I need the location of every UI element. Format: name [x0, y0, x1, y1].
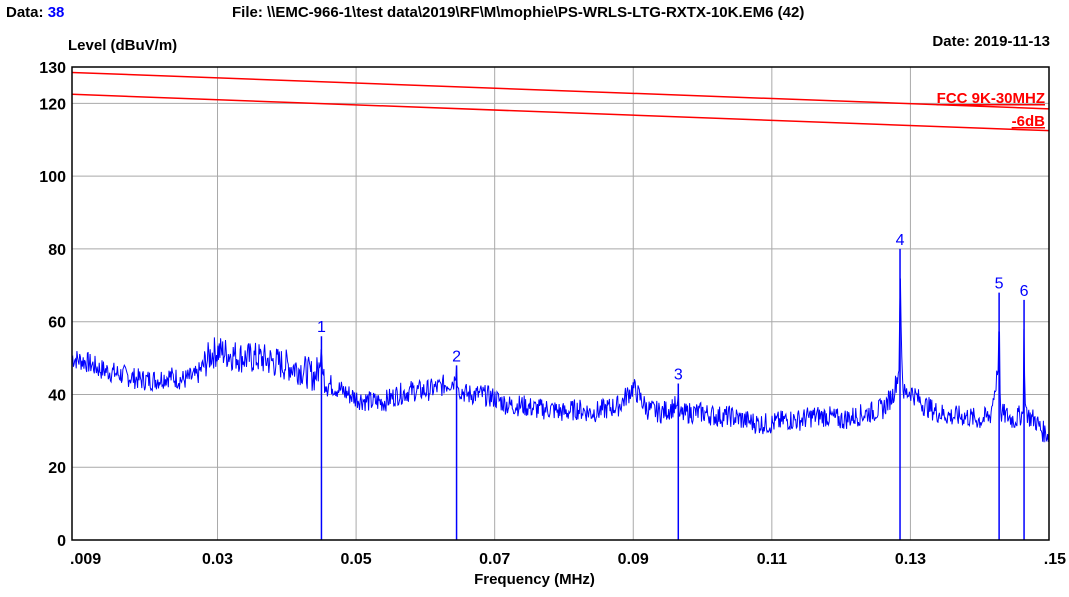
- marker-label: 5: [995, 276, 1004, 293]
- x-tick-label: 0.05: [341, 551, 372, 568]
- marker-label: 4: [896, 232, 905, 249]
- limit-label: FCC 9K-30MHZ: [937, 90, 1045, 107]
- y-axis-label: Level (dBuV/m): [68, 37, 178, 54]
- y-tick-label: 0: [57, 533, 66, 550]
- x-tick-label: 0.07: [479, 551, 510, 568]
- limit-label: -6dB: [1012, 113, 1046, 130]
- marker-label: 1: [317, 319, 326, 336]
- date-label: Date: 2019-11-13: [932, 33, 1050, 50]
- measurement-trace: [71, 278, 1050, 443]
- file-path-label: File: \\EMC-966-1\test data\2019\RF\M\mo…: [232, 4, 805, 21]
- x-tick-label: .009: [70, 551, 101, 568]
- y-tick-label: 100: [39, 169, 66, 186]
- x-axis-label: Frequency (MHz): [474, 571, 595, 588]
- marker-label: 2: [452, 348, 461, 365]
- limit-line: [71, 93, 1050, 132]
- x-tick-label: 0.11: [757, 551, 787, 568]
- marker-label: 6: [1020, 283, 1029, 300]
- data-label: Data: 38: [6, 4, 65, 21]
- x-tick-label: 0.13: [895, 551, 926, 568]
- marker-label: 3: [674, 367, 683, 384]
- x-tick-label: 0.09: [618, 551, 649, 568]
- x-tick-label: 0.03: [202, 551, 233, 568]
- data-value: 38: [47, 4, 65, 21]
- y-tick-label: 20: [48, 460, 66, 477]
- limit-line: [71, 71, 1050, 110]
- x-tick-label: .15: [1044, 551, 1066, 568]
- y-tick-label: 120: [39, 96, 66, 113]
- plot-frame: [71, 66, 1050, 541]
- y-tick-label: 130: [39, 60, 66, 77]
- y-tick-label: 40: [48, 387, 66, 404]
- y-tick-label: 80: [48, 242, 66, 259]
- y-tick-label: 60: [48, 315, 66, 332]
